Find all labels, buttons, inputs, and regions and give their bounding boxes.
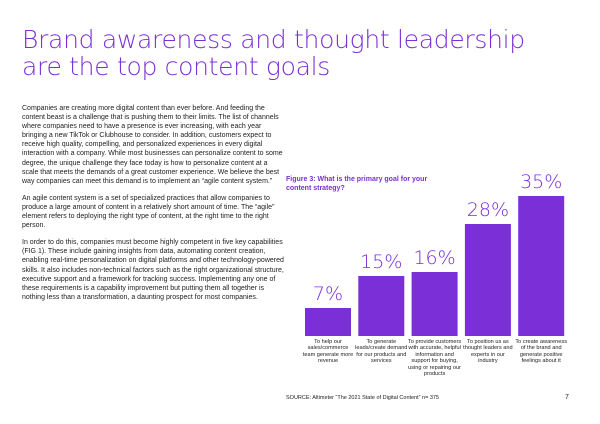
bar-value-label-4: 28% xyxy=(466,199,509,221)
paragraph-capabilities: In order to do this, companies must beco… xyxy=(22,239,284,301)
bar-3 xyxy=(411,272,458,336)
paragraph-intro: Companies are creating more digital cont… xyxy=(22,105,283,185)
category-label-5: To create awareness of the brand and gen… xyxy=(515,339,567,365)
category-label-3: To provide customers with accurate, help… xyxy=(408,339,462,378)
figure-caption: Figure 3: What is the primary goal for y… xyxy=(286,176,428,192)
bar-value-label-2: 15% xyxy=(360,251,403,273)
page-number: 7 xyxy=(565,394,569,401)
bar-value-label-1: 7% xyxy=(312,283,344,305)
bar-2 xyxy=(358,276,405,336)
source-note: SOURCE: Altimeter “The 2021 State of Dig… xyxy=(286,395,440,401)
category-label-4: To position us as thought leaders and ex… xyxy=(463,339,513,365)
bar-5 xyxy=(518,196,565,336)
page-title: Brand awareness and thought leadership a… xyxy=(22,26,542,80)
bar-1 xyxy=(305,308,351,336)
bar-value-label-5: 35% xyxy=(520,171,563,193)
category-label-2: To generate leads/create demand for our … xyxy=(355,339,408,365)
paragraph-agile-definition: An agile content system is a set of spec… xyxy=(22,194,275,230)
category-label-1: To help our sales/commerce team generate… xyxy=(302,339,354,365)
bar-value-label-3: 16% xyxy=(413,247,456,269)
page-title-line-1: Brand awareness and thought leadership xyxy=(22,25,525,54)
body-text: Companies are creating more digital cont… xyxy=(22,104,284,310)
page-title-line-2: are the top content goals xyxy=(22,52,331,81)
bar-4 xyxy=(464,224,511,336)
